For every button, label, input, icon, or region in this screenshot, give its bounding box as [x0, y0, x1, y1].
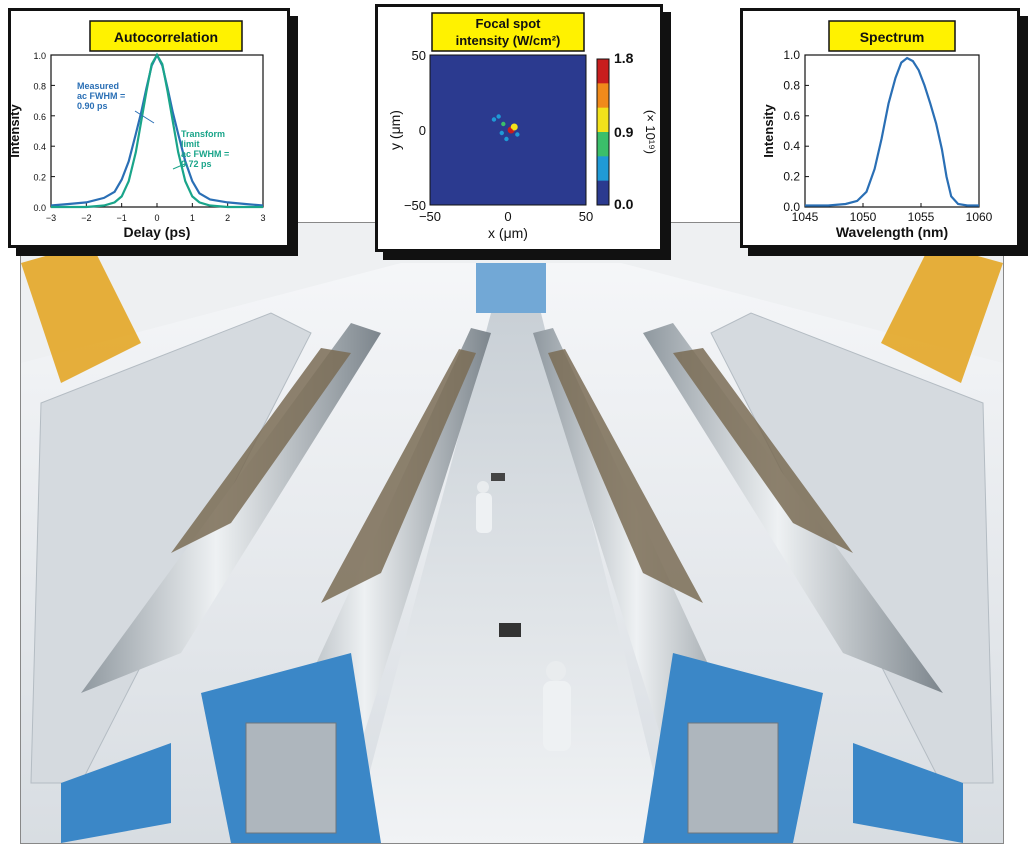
x-tick-label: 50 [579, 209, 593, 224]
y-tick-label: 50 [412, 48, 426, 63]
colorbar-segment [597, 107, 609, 133]
x-tick-label: −2 [81, 213, 91, 223]
transform-annotation: 0.72 ps [181, 159, 212, 169]
y-tick-label: 0.0 [783, 200, 800, 214]
title-box [89, 20, 243, 52]
hot-spot-4 [496, 114, 501, 119]
amplifier-chain-left-outer [61, 323, 381, 843]
transform-leader [172, 162, 188, 170]
title-box [431, 12, 585, 52]
colorbar-scale-label: (× 10¹⁹) [643, 110, 658, 154]
amplifier-chain-right-outer [643, 323, 963, 843]
colorbar-segment [597, 156, 609, 182]
measured-annotation: Measured [77, 81, 119, 91]
hot-spot-7 [515, 132, 520, 137]
x-tick-label: 1 [190, 213, 195, 223]
colorbar-segment [597, 83, 609, 109]
autocorrelation-chart: Autocorrelation −3 −2 −1 0 1 2 3 0.0 0.2 0.4 0.6 0.… [11, 20, 266, 240]
x-tick-label: 1055 [908, 210, 935, 224]
x-axis-label: x (μm) [488, 225, 528, 241]
x-tick-label: 3 [260, 213, 265, 223]
transform-annotation: limit [181, 139, 200, 149]
y-tick-label: 1.0 [783, 48, 800, 62]
transform-annotation: Transform [181, 129, 225, 139]
y-tick-label: 0.8 [33, 81, 46, 91]
chart-title: Spectrum [860, 29, 925, 45]
laser-bay-photo [20, 222, 1004, 844]
chart-title: Autocorrelation [114, 29, 218, 45]
colorbar-tick-label: 0.9 [614, 124, 634, 140]
y-tick-label: 0.6 [783, 109, 800, 123]
y-axis-label: y (μm) [387, 110, 403, 150]
x-tick-label: −1 [117, 213, 127, 223]
focal-spot-panel: Focal spot intensity (W/cm²) −50 0 50 −50 0 50 x… [375, 4, 663, 252]
plot-frame [804, 54, 980, 208]
amplifier-chain-right-inner [533, 328, 823, 843]
measured-leader [134, 110, 155, 124]
x-tick-label: 0 [154, 213, 159, 223]
colorbar-tick-label: 1.8 [614, 50, 634, 66]
hot-spot-8 [499, 130, 504, 136]
y-tick-label: 0.6 [33, 112, 46, 122]
x-tick-label: −3 [46, 213, 56, 223]
x-axis-label: Delay (ps) [124, 224, 191, 240]
y-tick-label: 0.2 [33, 173, 46, 183]
series-line-2 [51, 52, 263, 209]
amplifier-chain-left-inner [201, 328, 491, 843]
y-tick-label: 0.8 [783, 78, 800, 92]
x-tick-label: −50 [419, 209, 441, 224]
x-axis-label: Wavelength (nm) [836, 224, 948, 240]
x-tick-label: 1045 [792, 210, 819, 224]
colorbar-tick-label: 0.0 [614, 196, 634, 212]
spectrum-chart: Spectrum 1045 1050 1055 1060 0.0 0.2 0.4 0.6 0.8… [761, 20, 993, 240]
title-box [828, 20, 956, 52]
chart-title-line-2: intensity (W/cm²) [456, 33, 561, 48]
transform-annotation: ac FWHM = [181, 149, 229, 159]
technician-figure-far [476, 481, 492, 533]
spectrum-panel: Spectrum 1045 1050 1055 1060 0.0 0.2 0.4 0.6 0.8… [740, 8, 1020, 248]
colorbar-segment [597, 59, 609, 84]
x-tick-label: 0 [504, 209, 511, 224]
technician-figure [543, 661, 571, 751]
x-tick-label: 1060 [966, 210, 993, 224]
colorbar-segment [597, 180, 609, 206]
chart-title-line-1: Focal spot [475, 16, 541, 31]
colorbar-frame [596, 58, 610, 206]
hot-spot-3 [501, 121, 506, 127]
y-tick-label: 0.4 [33, 142, 46, 152]
focal-spot-chart: Focal spot intensity (W/cm²) −50 0 50 −50 0 50 x… [387, 12, 658, 241]
measured-annotation: 0.90 ps [77, 101, 108, 111]
y-axis-label: Intensity [11, 104, 22, 158]
y-tick-label: 1.0 [33, 51, 46, 61]
autocorrelation-panel: Autocorrelation −3 −2 −1 0 1 2 3 0.0 0.2 0.4 0.6 0.… [8, 8, 290, 248]
y-tick-label: −50 [404, 198, 426, 213]
x-tick-label: 1050 [850, 210, 877, 224]
y-tick-label: 0 [419, 123, 426, 138]
peak-spot [509, 128, 513, 132]
hot-spot-5 [491, 117, 497, 122]
y-tick-label: 0.4 [783, 139, 800, 153]
plot-frame [50, 54, 264, 208]
hot-spot-6 [504, 136, 509, 142]
series-line-1 [50, 52, 264, 207]
laser-bay-illustration [21, 223, 1003, 843]
x-tick-label: 2 [225, 213, 230, 223]
colorbar-segment [597, 132, 609, 157]
series-line-1 [805, 56, 979, 207]
y-tick-label: 0.0 [33, 203, 46, 213]
measured-annotation: ac FWHM = [77, 91, 125, 101]
hot-spot-2 [510, 123, 518, 131]
y-axis-label: Intensity [761, 104, 776, 158]
y-tick-label: 0.2 [783, 170, 800, 184]
